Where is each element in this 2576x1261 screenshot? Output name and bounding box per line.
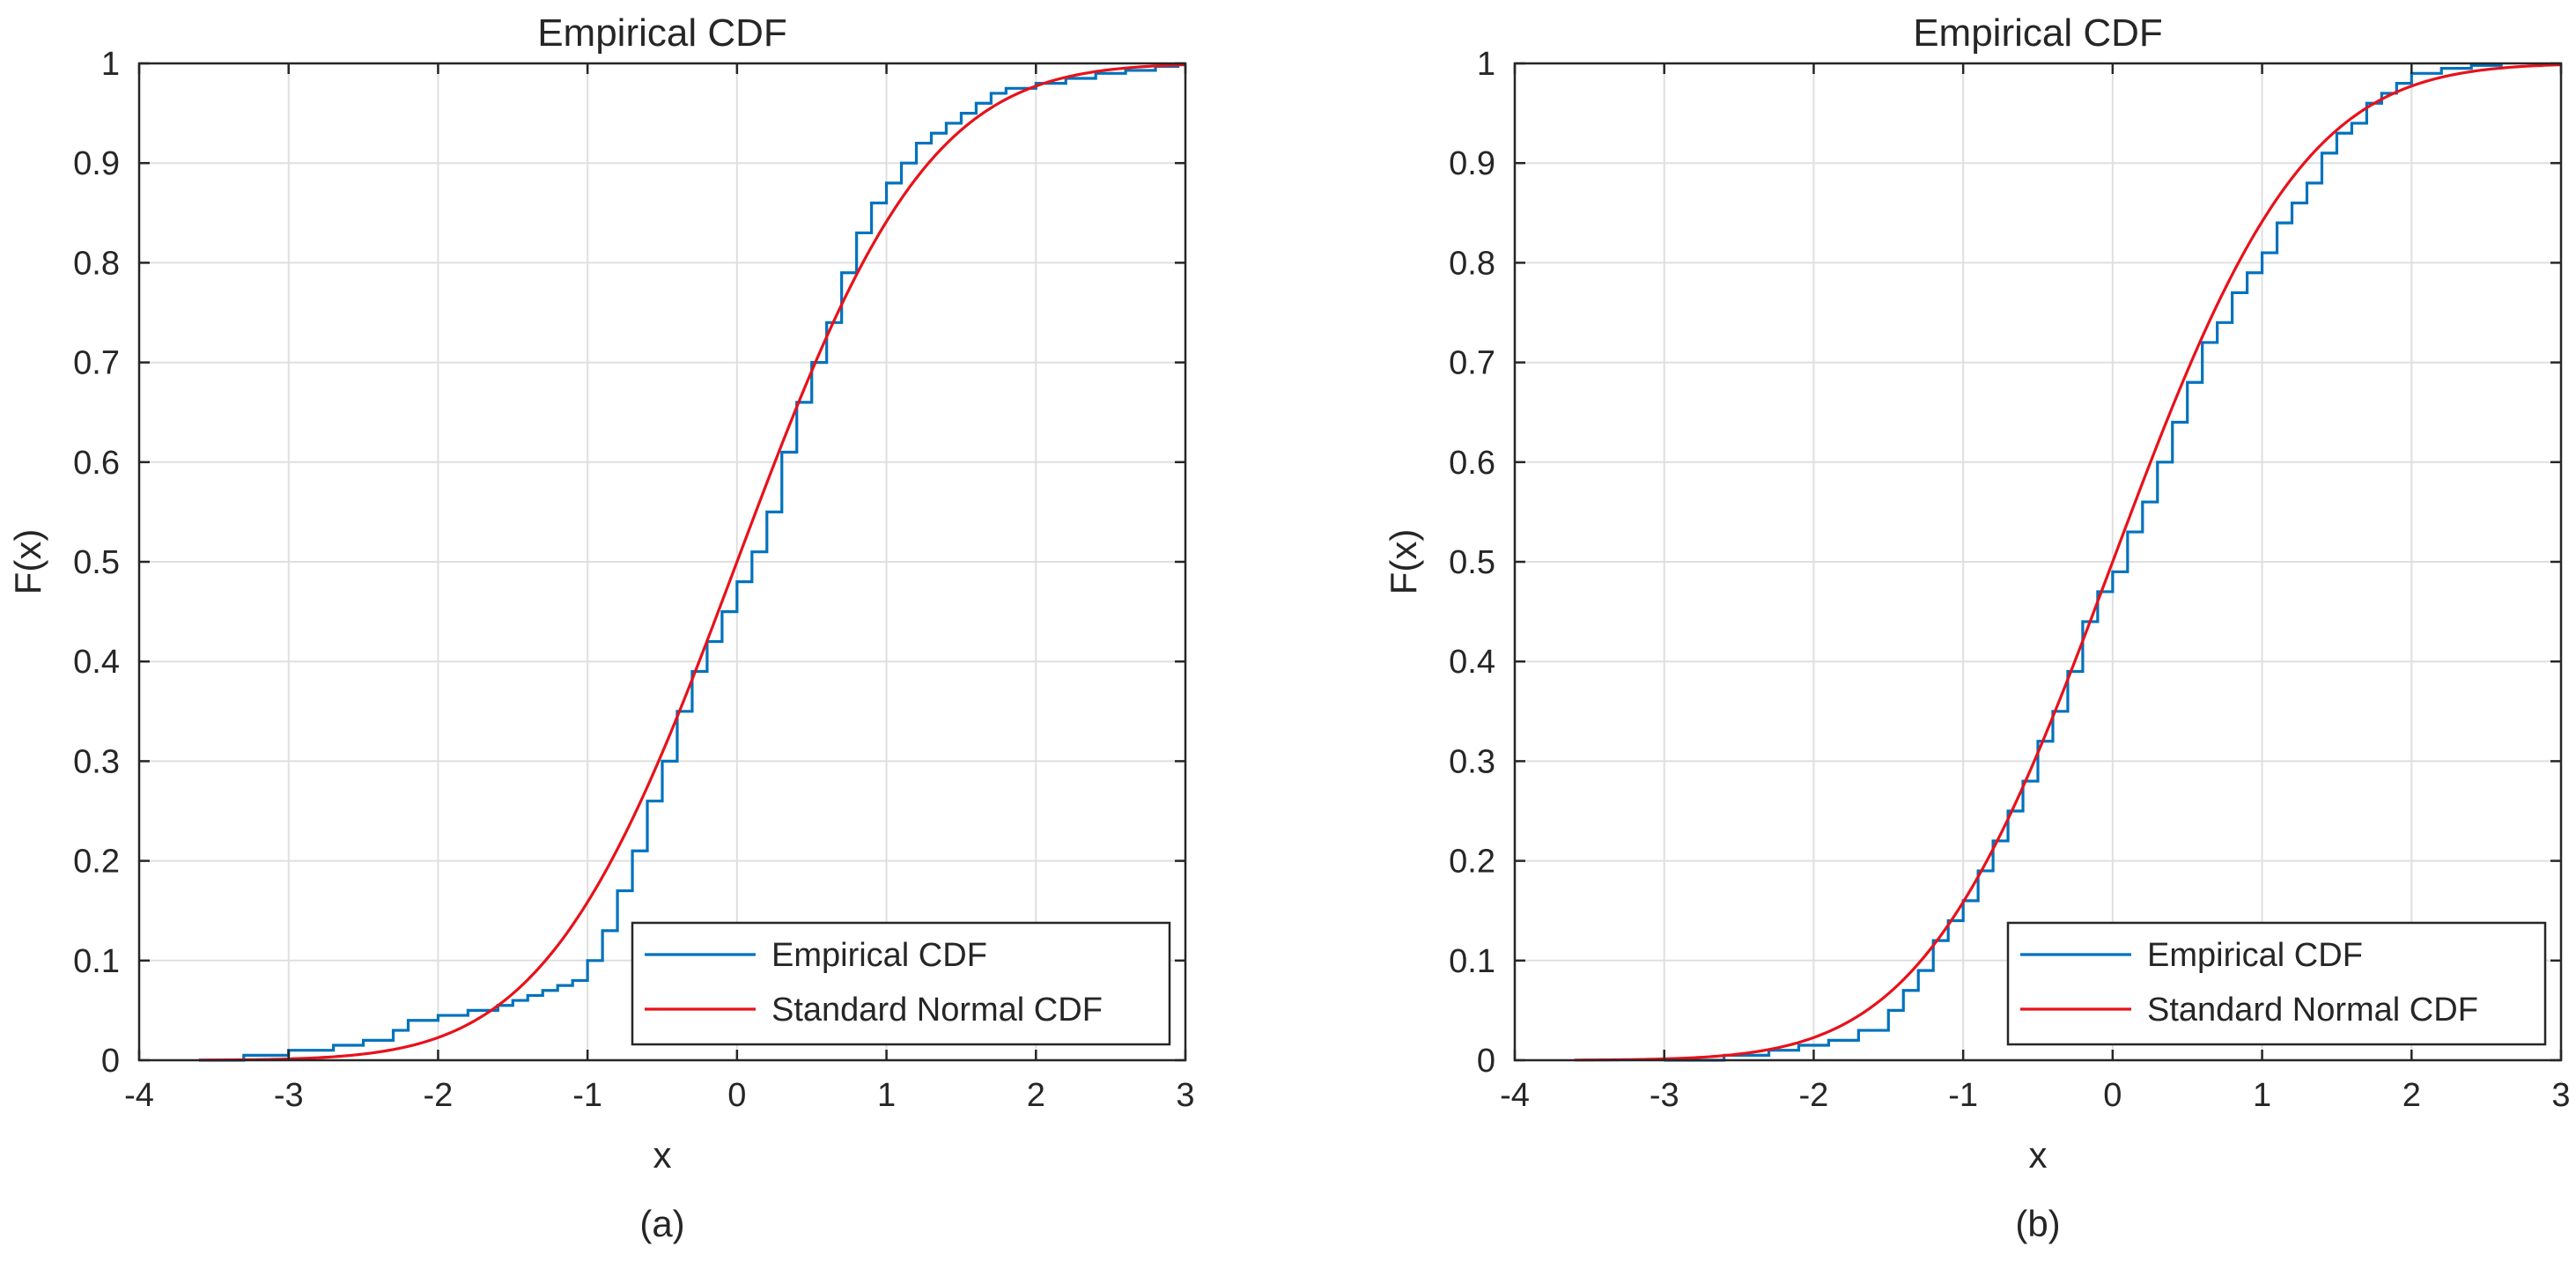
x-tick-label: -4: [124, 1077, 154, 1114]
y-axis-label: F(x): [1383, 529, 1424, 595]
panel-label: (b): [2015, 1203, 2060, 1244]
y-tick-label: 0.6: [1449, 445, 1495, 482]
x-tick-label: -3: [274, 1077, 304, 1114]
y-tick-label: 0.5: [73, 544, 120, 581]
x-axis-label: x: [2029, 1134, 2048, 1176]
y-tick-label: 0.1: [1449, 943, 1495, 980]
legend-box: [2006, 921, 2547, 1046]
x-tick-label: 0: [2103, 1077, 2122, 1114]
x-tick-label: -2: [424, 1077, 454, 1114]
y-tick-label: 0.8: [1449, 245, 1495, 282]
y-tick-label: 0.1: [73, 943, 120, 980]
y-axis-label: F(x): [7, 529, 48, 595]
legend-label: Standard Normal CDF: [2147, 992, 2478, 1029]
x-tick-label: 3: [1176, 1077, 1194, 1114]
y-axis: 0 0.1 0.2 0.3 0.4 0.5 0.6 0.7 0.8 0.9 1: [1449, 46, 2561, 1080]
y-tick-label: 0.9: [73, 145, 120, 182]
series: [198, 63, 1186, 1062]
y-tick-label: 0.2: [1449, 844, 1495, 881]
y-tick-label: 0.4: [73, 644, 120, 681]
series-line-empirical-cdf: [198, 63, 1180, 1062]
x-tick-label: -1: [572, 1077, 602, 1114]
x-tick-label: -1: [1948, 1077, 1978, 1114]
legend-label: Standard Normal CDF: [771, 992, 1103, 1029]
x-tick-label: 2: [1027, 1077, 1045, 1114]
x-axis-label: x: [653, 1134, 672, 1176]
x-tick-label: 1: [2253, 1077, 2271, 1114]
x-axis: -4 -3 -2 -1 0 1 2 3: [1500, 63, 2571, 1114]
x-tick-label: -4: [1500, 1077, 1530, 1114]
y-tick-label: 0.4: [1449, 644, 1495, 681]
y-tick-label: 0: [1477, 1043, 1495, 1080]
legend: Empirical CDF Standard Normal CDF: [631, 921, 1171, 1046]
series-line-standard-normal-cdf: [198, 63, 1186, 1062]
x-tick-label: 3: [2551, 1077, 2570, 1114]
x-tick-label: 0: [727, 1077, 746, 1114]
y-tick-label: 0.6: [73, 445, 120, 482]
x-tick-label: -3: [1650, 1077, 1679, 1114]
panel-label: (a): [639, 1203, 684, 1244]
x-tick-label: -2: [1799, 1077, 1829, 1114]
y-tick-label: 0.5: [1449, 544, 1495, 581]
chart-title: Empirical CDF: [537, 11, 787, 55]
y-tick-label: 0.7: [73, 345, 120, 382]
y-tick-label: 0.3: [73, 743, 120, 780]
series-line-standard-normal-cdf: [1574, 63, 2562, 1062]
series-line-empirical-cdf: [1664, 63, 2503, 1062]
legend-box: [631, 921, 1171, 1046]
x-tick-label: 1: [877, 1077, 896, 1114]
chart-panel-b: -4 -3 -2 -1 0 1 2 3 0 0.1 0.2 0.3 0.4 0.5 0.6 0.7 0.8 0.9…: [1383, 11, 2571, 1244]
y-tick-label: 0.9: [1449, 145, 1495, 182]
y-axis: 0 0.1 0.2 0.3 0.4 0.5 0.6 0.7 0.8 0.9 1: [73, 46, 1185, 1080]
y-tick-label: 0.7: [1449, 345, 1495, 382]
y-tick-label: 0.3: [1449, 743, 1495, 780]
x-tick-label: 2: [2403, 1077, 2421, 1114]
y-tick-label: 1: [101, 46, 120, 83]
legend: Empirical CDF Standard Normal CDF: [2006, 921, 2547, 1046]
y-tick-label: 0.2: [73, 844, 120, 881]
chart-title: Empirical CDF: [1913, 11, 2163, 55]
y-tick-label: 0.8: [73, 245, 120, 282]
y-tick-label: 1: [1477, 46, 1495, 83]
legend-label: Empirical CDF: [771, 937, 987, 974]
y-tick-label: 0: [101, 1043, 120, 1080]
series: [1574, 63, 2562, 1062]
x-axis: -4 -3 -2 -1 0 1 2 3: [124, 63, 1195, 1114]
legend-label: Empirical CDF: [2147, 937, 2363, 974]
chart-panel-a: -4 -3 -2 -1 0 1 2 3 0 0.1 0.2 0.3 0.4 0.5 0.6 0.7 0.8 0.9…: [7, 11, 1195, 1244]
